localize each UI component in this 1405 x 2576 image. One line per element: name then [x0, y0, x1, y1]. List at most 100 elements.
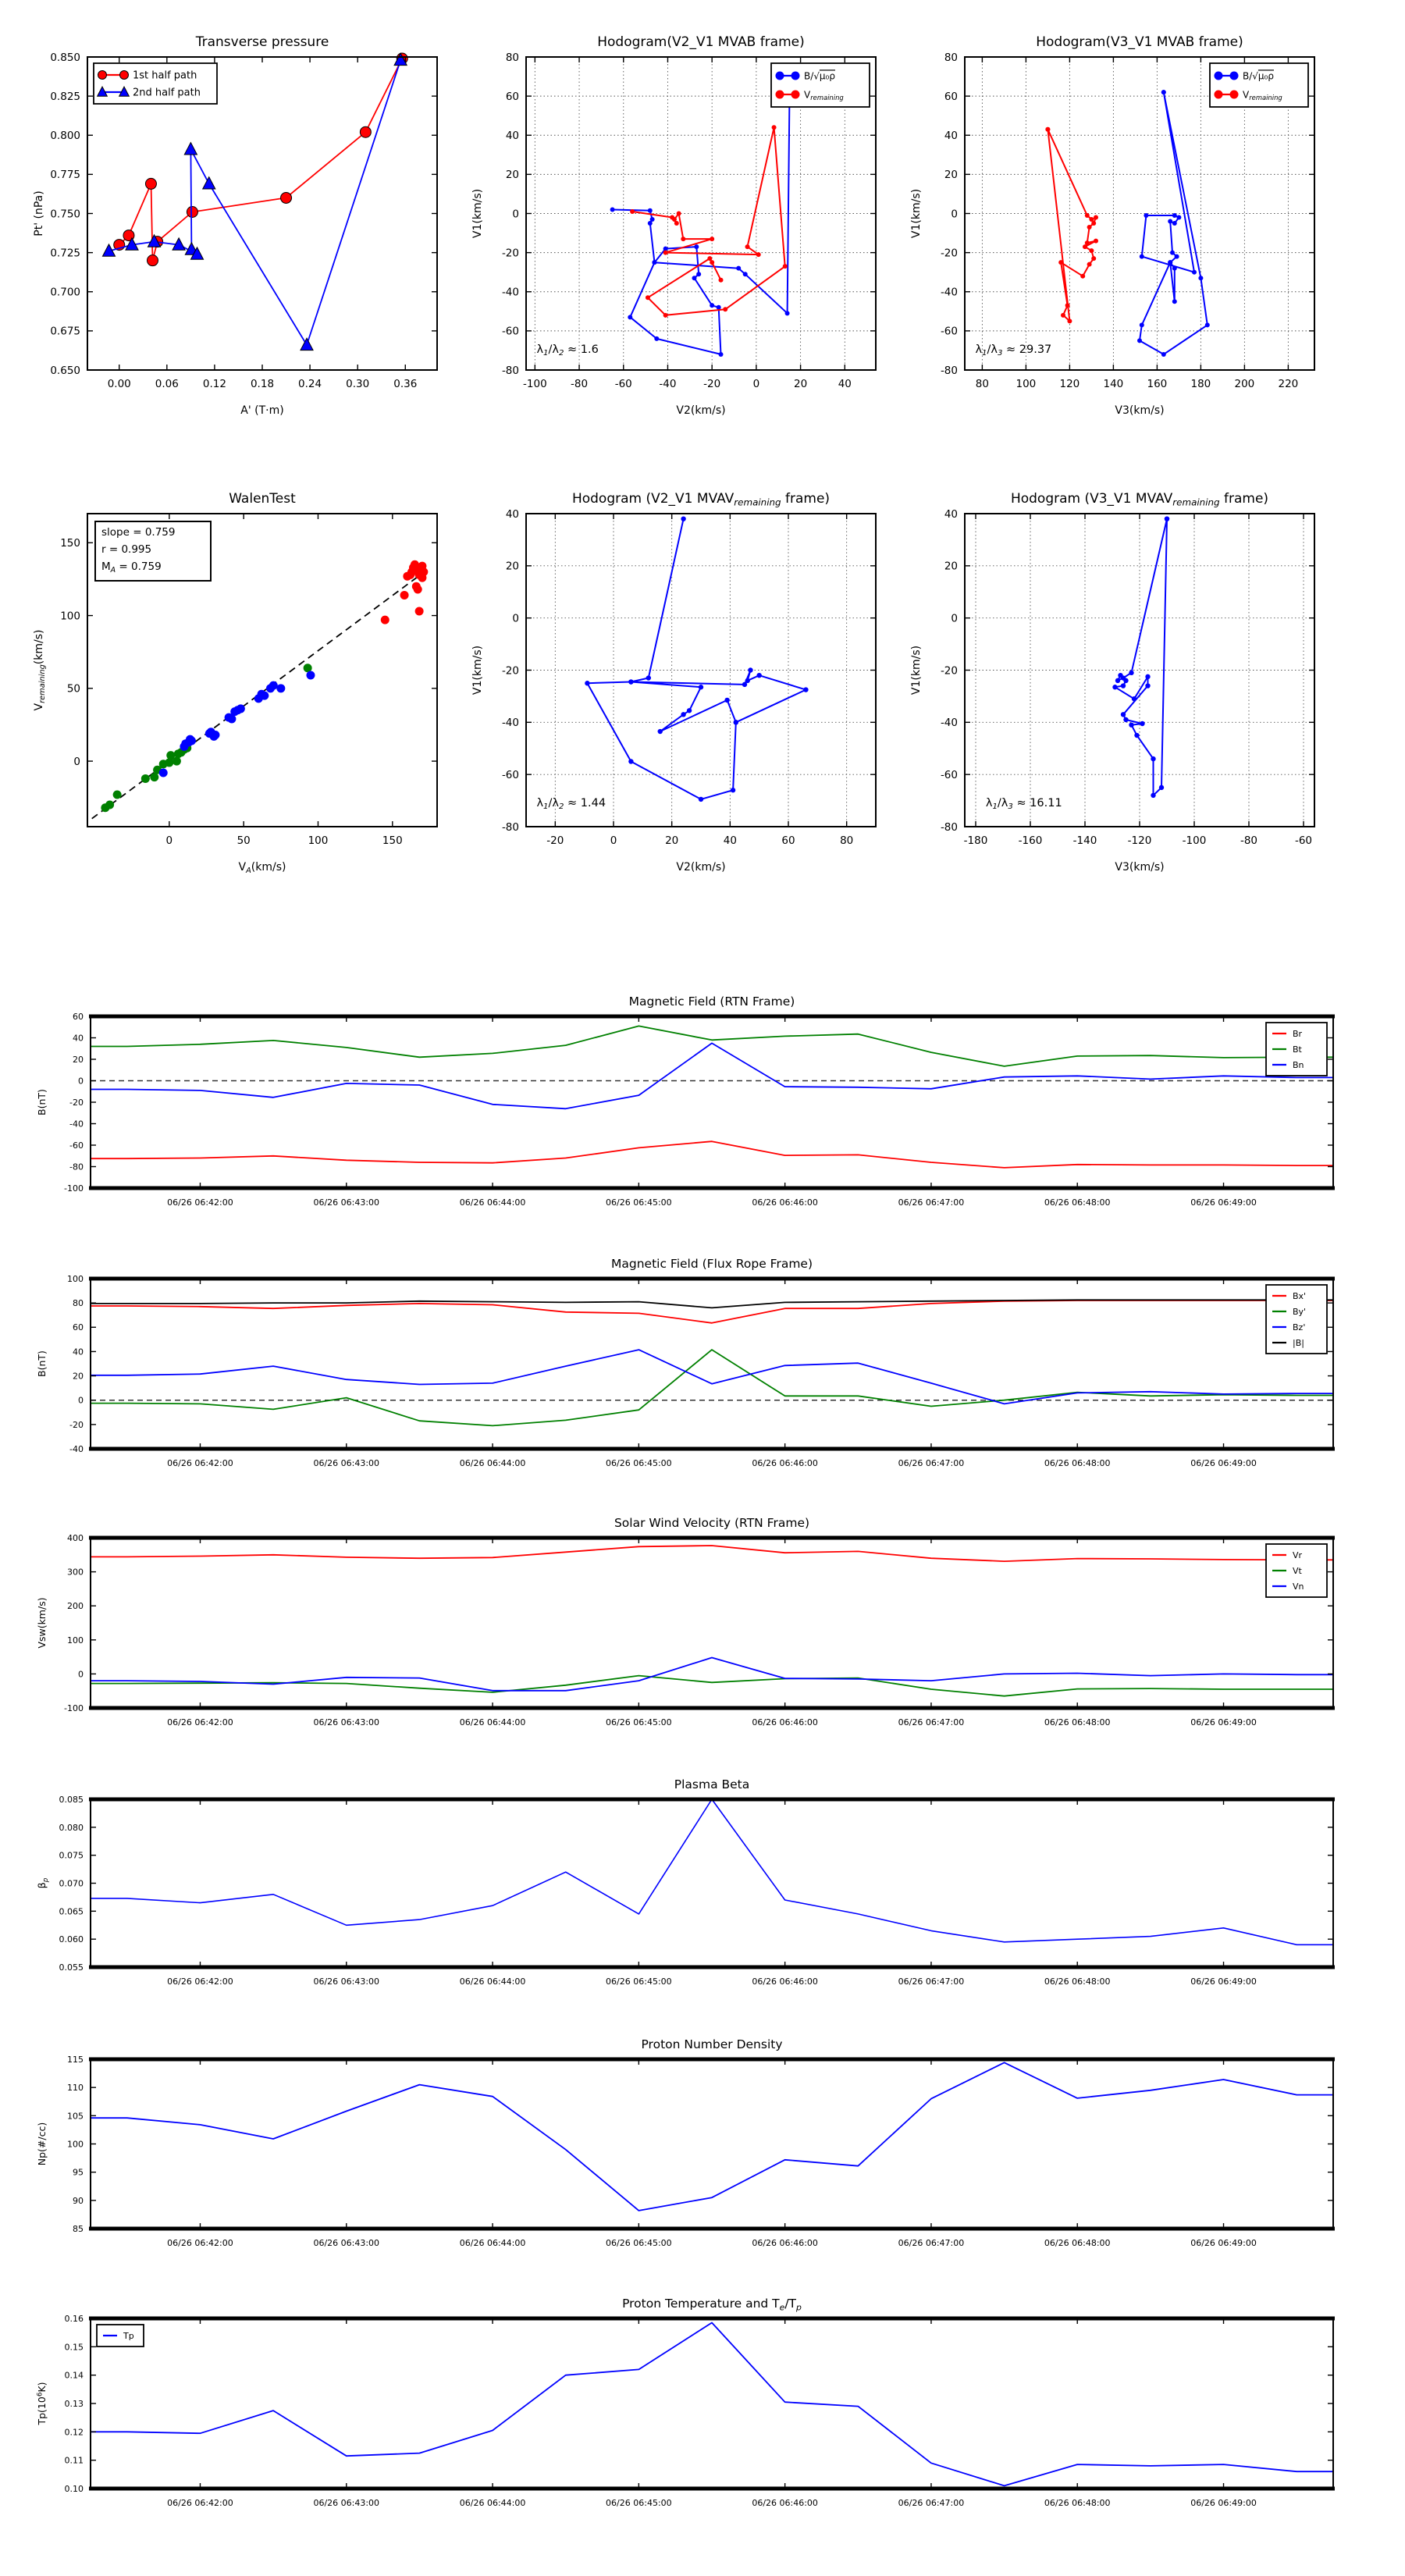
svg-text:0.060: 0.060 — [59, 1934, 84, 1944]
svg-text:06/26 06:44:00: 06/26 06:44:00 — [460, 2498, 526, 2508]
svg-text:0.080: 0.080 — [59, 1823, 84, 1833]
svg-text:50: 50 — [237, 834, 251, 847]
svg-text:0.800: 0.800 — [50, 130, 80, 142]
svg-text:400: 400 — [67, 1533, 84, 1543]
svg-text:40: 40 — [944, 130, 958, 142]
svg-text:V1(km/s): V1(km/s) — [910, 189, 923, 238]
svg-text:Bx': Bx' — [1293, 1291, 1306, 1301]
svg-text:40: 40 — [944, 508, 958, 521]
svg-text:Magnetic Field (RTN Frame): Magnetic Field (RTN Frame) — [629, 994, 795, 1009]
svg-text:V2(km/s): V2(km/s) — [676, 404, 725, 417]
svg-text:06/26 06:43:00: 06/26 06:43:00 — [313, 1976, 379, 1987]
svg-text:06/26 06:43:00: 06/26 06:43:00 — [313, 2238, 379, 2248]
svg-text:80: 80 — [73, 1298, 84, 1308]
chart-walen-test: 0 50 100 150 0 50 100 150 WalenTest VA(km/s) Vrema… — [33, 491, 438, 875]
svg-text:0: 0 — [78, 1396, 84, 1406]
svg-text:λ1/λ2 ≈ 1.6: λ1/λ2 ≈ 1.6 — [536, 343, 598, 358]
svg-text:200: 200 — [67, 1601, 84, 1611]
svg-text:0.825: 0.825 — [50, 91, 80, 103]
svg-text:MA = 0.759: MA = 0.759 — [101, 560, 162, 575]
svg-text:120: 120 — [1060, 378, 1080, 390]
svg-text:0: 0 — [512, 208, 519, 220]
svg-text:20: 20 — [73, 1372, 84, 1382]
svg-text:0.055: 0.055 — [59, 1962, 84, 1973]
svg-text:By': By' — [1293, 1307, 1306, 1317]
svg-text:110: 110 — [67, 2083, 84, 2093]
svg-text:0.775: 0.775 — [50, 169, 80, 181]
svg-text:λ1/λ3 ≈ 29.37: λ1/λ3 ≈ 29.37 — [975, 343, 1051, 358]
svg-text:80: 80 — [506, 52, 519, 64]
svg-text:0.675: 0.675 — [50, 326, 80, 338]
svg-text:slope = 0.759: slope = 0.759 — [101, 526, 175, 539]
svg-text:0.750: 0.750 — [50, 208, 80, 220]
svg-text:06/26 06:45:00: 06/26 06:45:00 — [606, 2238, 672, 2248]
svg-text:06/26 06:46:00: 06/26 06:46:00 — [752, 1197, 818, 1208]
svg-text:115: 115 — [67, 2055, 84, 2065]
svg-text:-60: -60 — [941, 326, 958, 338]
svg-text:-40: -40 — [69, 1119, 84, 1129]
chart-vsw-rtn: 06/26 06:42:00 06/26 06:43:00 06/26 06:44:… — [36, 1516, 1335, 1727]
svg-text:40: 40 — [724, 834, 737, 847]
svg-text:95: 95 — [73, 2168, 84, 2178]
svg-text:200: 200 — [1235, 378, 1255, 390]
svg-text:-100: -100 — [1183, 834, 1207, 847]
svg-text:0: 0 — [78, 1669, 84, 1679]
svg-text:r = 0.995: r = 0.995 — [101, 543, 151, 556]
svg-text:-80: -80 — [69, 1162, 84, 1172]
svg-text:-60: -60 — [615, 378, 632, 390]
svg-text:06/26 06:47:00: 06/26 06:47:00 — [898, 1976, 965, 1987]
svg-text:-40: -40 — [659, 378, 676, 390]
svg-text:06/26 06:49:00: 06/26 06:49:00 — [1190, 1976, 1257, 1987]
svg-text:A' (T·m): A' (T·m) — [240, 404, 283, 417]
svg-text:06/26 06:47:00: 06/26 06:47:00 — [898, 1717, 965, 1727]
svg-text:0.10: 0.10 — [65, 2484, 84, 2494]
svg-text:0.18: 0.18 — [251, 378, 274, 390]
svg-text:20: 20 — [506, 560, 519, 573]
svg-text:λ1/λ3 ≈ 16.11: λ1/λ3 ≈ 16.11 — [986, 797, 1062, 811]
svg-text:0.30: 0.30 — [346, 378, 369, 390]
panel-solar-wind-velocity: 06/26 06:42:00 06/26 06:43:00 06/26 06:44:… — [12, 1495, 1357, 1774]
svg-text:160: 160 — [1147, 378, 1168, 390]
svg-text:06/26 06:47:00: 06/26 06:47:00 — [898, 1458, 965, 1468]
svg-text:-40: -40 — [502, 286, 519, 299]
svg-text:0: 0 — [512, 613, 519, 625]
svg-text:V1(km/s): V1(km/s) — [471, 189, 484, 238]
svg-text:06/26 06:46:00: 06/26 06:46:00 — [752, 1458, 818, 1468]
chart-b-fluxrope: 06/26 06:42:00 06/26 06:43:00 06/26 06:44:… — [36, 1257, 1335, 1468]
svg-text:-60: -60 — [502, 326, 519, 338]
svg-text:Hodogram (V3_V1 MVAVremaining: Hodogram (V3_V1 MVAVremaining frame) — [1011, 491, 1268, 508]
svg-text:-80: -80 — [571, 378, 588, 390]
svg-text:Hodogram (V2_V1 MVAVremaining: Hodogram (V2_V1 MVAVremaining frame) — [572, 491, 830, 508]
svg-text:40: 40 — [838, 378, 852, 390]
svg-text:-20: -20 — [941, 247, 958, 259]
svg-text:Vremaining: Vremaining — [804, 89, 844, 101]
svg-text:06/26 06:45:00: 06/26 06:45:00 — [606, 1717, 672, 1727]
panel-hodogram-v3v1-mvab: 80 100 120 140 160 180 200 220 -80 -60 -40 -20 0 20 40… — [887, 14, 1338, 436]
svg-text:0.16: 0.16 — [65, 2314, 84, 2324]
svg-text:VA(km/s): VA(km/s) — [239, 861, 286, 875]
svg-text:20: 20 — [944, 169, 958, 181]
svg-text:06/26 06:46:00: 06/26 06:46:00 — [752, 1976, 818, 1987]
svg-text:06/26 06:42:00: 06/26 06:42:00 — [167, 1458, 233, 1468]
svg-text:Vr: Vr — [1293, 1550, 1303, 1560]
svg-text:60: 60 — [73, 1012, 84, 1022]
svg-text:100: 100 — [60, 610, 80, 622]
svg-text:0.06: 0.06 — [155, 378, 179, 390]
svg-text:B(nT): B(nT) — [36, 1350, 48, 1377]
svg-text:100: 100 — [308, 834, 329, 847]
svg-text:06/26 06:47:00: 06/26 06:47:00 — [898, 2238, 965, 2248]
svg-text:-40: -40 — [941, 717, 958, 729]
svg-text:-80: -80 — [1240, 834, 1257, 847]
svg-text:60: 60 — [73, 1322, 84, 1332]
svg-text:Hodogram(V2_V1 MVAB frame): Hodogram(V2_V1 MVAB frame) — [597, 34, 805, 50]
svg-text:06/26 06:47:00: 06/26 06:47:00 — [898, 1197, 965, 1208]
svg-text:06/26 06:42:00: 06/26 06:42:00 — [167, 1197, 233, 1208]
svg-text:Proton Number Density: Proton Number Density — [641, 2037, 782, 2051]
svg-text:06/26 06:43:00: 06/26 06:43:00 — [313, 1458, 379, 1468]
svg-text:B(nT): B(nT) — [36, 1089, 48, 1115]
svg-text:06/26 06:45:00: 06/26 06:45:00 — [606, 1197, 672, 1208]
svg-text:-20: -20 — [546, 834, 564, 847]
svg-text:06/26 06:43:00: 06/26 06:43:00 — [313, 2498, 379, 2508]
svg-text:0: 0 — [951, 613, 958, 625]
